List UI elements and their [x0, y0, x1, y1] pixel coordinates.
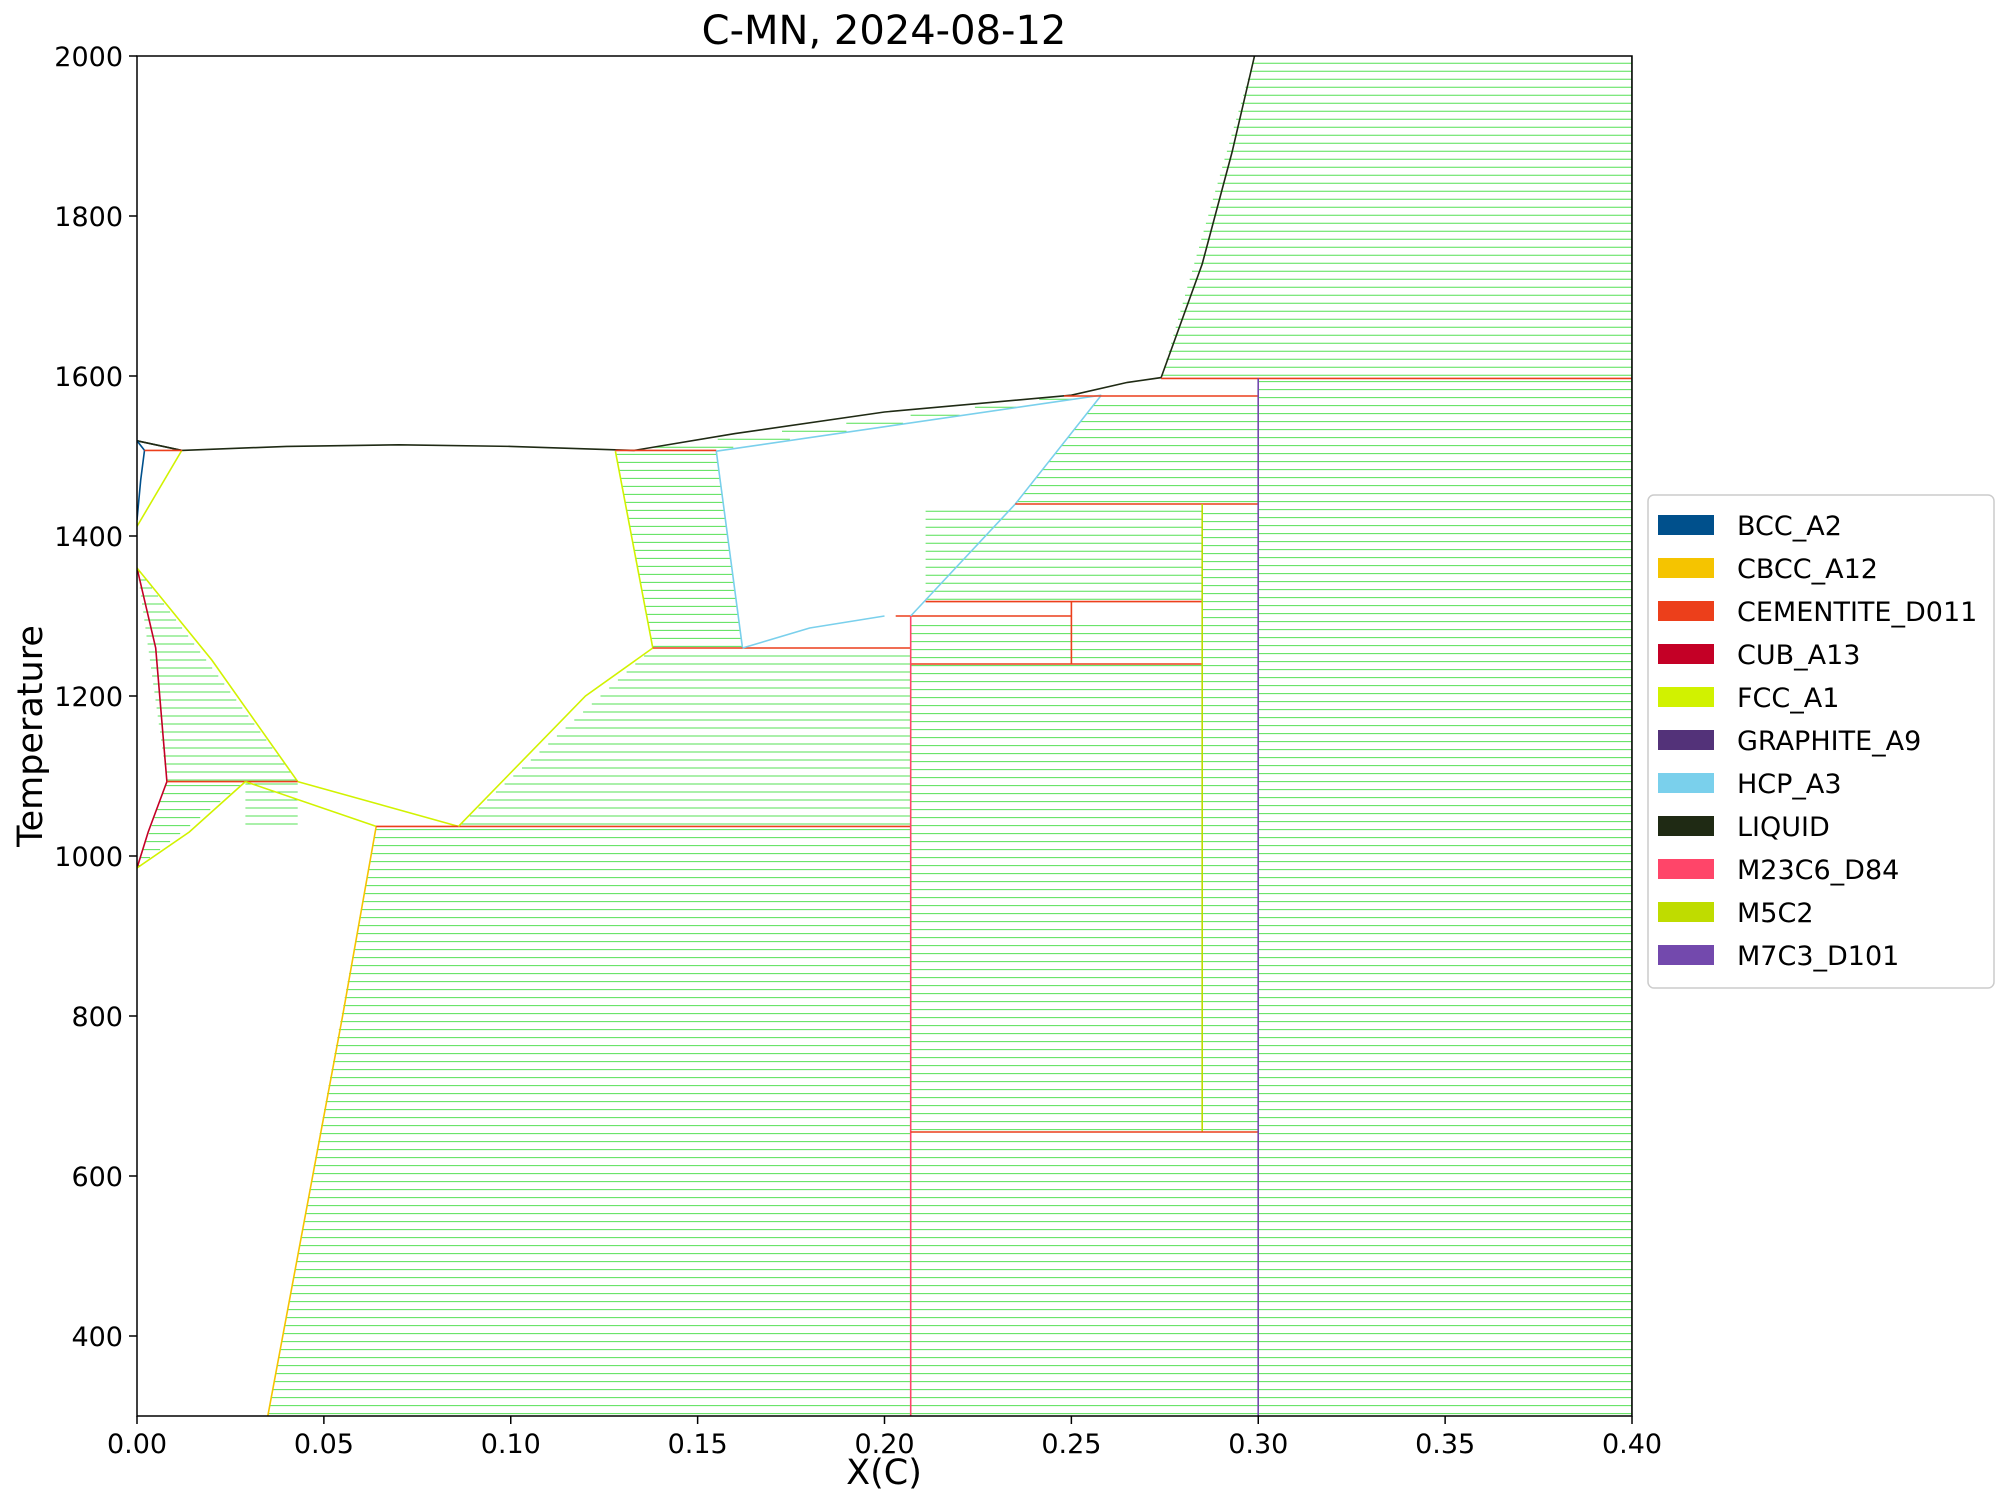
x-tick-label: 0.35	[1415, 1429, 1475, 1460]
x-tick-label: 0.40	[1602, 1429, 1662, 1460]
tieline-layer	[137, 62, 1632, 1415]
phase-boundary-cub-a13	[137, 567, 168, 782]
legend-label: LIQUID	[1737, 812, 1830, 843]
x-tick-label: 0.05	[294, 1429, 354, 1460]
legend: BCC_A2 CBCC_A12 CEMENTITE_D011 CUB_A13 FCC_A…	[1647, 494, 1995, 989]
legend-label: M7C3_D101	[1737, 941, 1899, 972]
legend-label: CEMENTITE_D011	[1737, 597, 1977, 628]
legend-box	[1647, 494, 1995, 989]
legend-label: M23C6_D84	[1737, 855, 1899, 886]
legend-swatch	[1658, 644, 1714, 664]
x-tick-label: 0.15	[668, 1429, 728, 1460]
y-tick-label: 800	[71, 1002, 123, 1033]
legend-label: FCC_A1	[1737, 683, 1839, 714]
y-tick-label: 600	[71, 1162, 123, 1193]
phase-boundary-fcc-a1	[137, 449, 183, 527]
legend-swatch	[1658, 687, 1714, 707]
legend-swatch	[1658, 601, 1714, 621]
phase-boundary-fcc-a1	[245, 780, 377, 828]
legend-label: CBCC_A12	[1737, 554, 1878, 585]
phase-boundary-fcc-a1	[137, 781, 246, 869]
y-tick-label: 1800	[54, 202, 123, 233]
x-tick-label: 0.20	[854, 1429, 914, 1460]
y-tick-label: 1000	[54, 842, 123, 873]
x-tick-label: 0.30	[1228, 1429, 1288, 1460]
y-axis-label: Temperature	[11, 625, 51, 848]
legend-label: M5C2	[1737, 898, 1814, 929]
phase-boundary-fcc-a1	[457, 647, 654, 827]
phase-boundary-bcc-a2	[137, 440, 146, 521]
phase-boundary-liquid	[137, 440, 182, 452]
legend-swatch	[1658, 902, 1714, 922]
phase-boundary-fcc-a1	[614, 451, 654, 649]
legend-label: GRAPHITE_A9	[1737, 726, 1921, 757]
x-axis-label: X(C)	[846, 1453, 922, 1493]
legend-label: HCP_A3	[1737, 769, 1842, 800]
legend-swatch	[1658, 859, 1714, 879]
y-tick-label: 1600	[54, 362, 123, 393]
y-tick-label: 1400	[54, 522, 123, 553]
phase-boundary-hcp-a3	[716, 394, 1102, 452]
legend-swatch	[1658, 558, 1714, 578]
x-tick-label: 0.10	[481, 1429, 541, 1460]
phase-boundary-cub-a13	[137, 781, 168, 869]
legend-label: BCC_A2	[1737, 511, 1842, 542]
legend-swatch	[1658, 773, 1714, 793]
y-axis: 400 600 800 1000 1200 1400 1600 1800 2000	[54, 42, 137, 1353]
legend-swatch	[1658, 515, 1714, 535]
x-tick-label: 0.25	[1041, 1429, 1101, 1460]
y-tick-label: 400	[71, 1322, 123, 1353]
phase-boundary-fcc-a1	[297, 780, 459, 828]
phase-boundary-layer	[137, 56, 1632, 1416]
legend-swatch	[1658, 730, 1714, 750]
phase-boundary-hcp-a3	[742, 615, 885, 649]
legend-label: CUB_A13	[1737, 640, 1860, 671]
phase-boundary-fcc-a1	[137, 567, 299, 783]
phase-boundary-liquid	[137, 56, 1256, 452]
y-tick-label: 2000	[54, 42, 123, 73]
chart-title: C-MN, 2024-08-12	[702, 8, 1067, 54]
phase-boundary-hcp-a3	[715, 451, 744, 649]
x-axis: 0.00 0.05 0.10 0.15 0.20 0.25 0.30 0.35 0.40	[107, 1416, 1662, 1460]
phase-boundary-cbcc-a12	[267, 826, 377, 1416]
y-tick-label: 1200	[54, 682, 123, 713]
legend-swatch	[1658, 945, 1714, 965]
x-tick-label: 0.00	[107, 1429, 167, 1460]
legend-swatch	[1658, 816, 1714, 836]
